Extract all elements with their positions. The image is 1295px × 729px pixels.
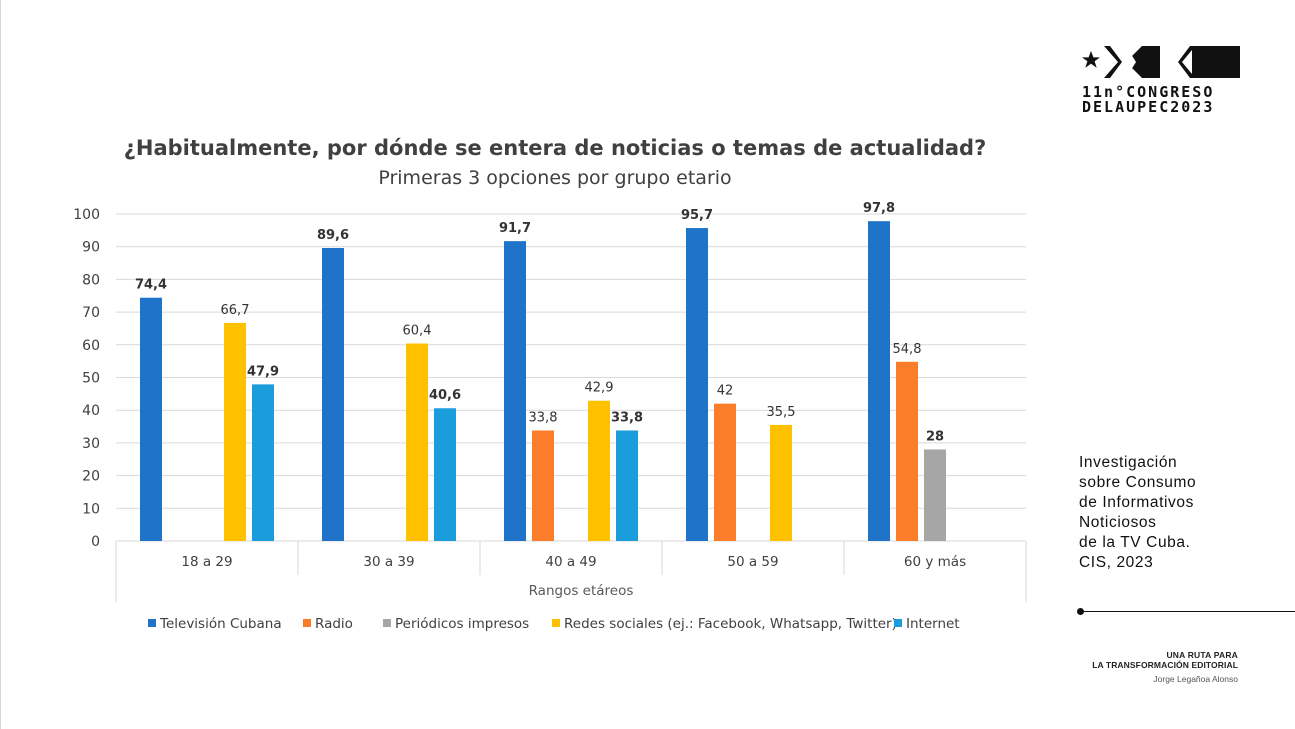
x-axis-title: Rangos etáreos	[529, 583, 634, 599]
page-left-border	[0, 0, 1, 729]
chart-title: ¿Habitualmente, por dónde se entera de n…	[123, 136, 987, 160]
y-tick-label: 100	[73, 207, 100, 223]
data-label: 33,8	[529, 410, 558, 425]
y-tick-label: 30	[82, 436, 100, 452]
data-label: 47,9	[247, 364, 279, 379]
x-tick-label: 18 a 29	[181, 554, 232, 570]
data-label: 91,7	[499, 221, 531, 236]
logo-text-line2: DELAUPEC2023	[1082, 98, 1215, 116]
data-label: 95,7	[681, 208, 713, 223]
legend-swatch	[148, 619, 156, 627]
divider-line	[1083, 611, 1295, 612]
data-label: 54,8	[893, 342, 922, 357]
legend-label: Internet	[906, 616, 960, 632]
x-tick-label: 40 a 49	[545, 554, 596, 570]
footer-author: Jorge Legañoa Alonso	[1153, 674, 1238, 684]
footer-line2: LA TRANSFORMACIÓN EDITORIAL	[1092, 660, 1238, 670]
legend-swatch	[383, 619, 391, 627]
bar	[406, 343, 428, 541]
y-tick-label: 40	[82, 403, 100, 419]
data-label: 40,6	[429, 388, 461, 403]
y-tick-label: 80	[82, 272, 100, 288]
bar	[616, 430, 638, 541]
study-note-line: Investigación	[1079, 454, 1178, 471]
x-tick-label: 60 y más	[904, 554, 966, 570]
bar	[714, 403, 736, 541]
study-note-line: de Informativos	[1079, 494, 1194, 511]
footer-line1: UNA RUTA PARA	[1166, 650, 1238, 660]
x-tick-label: 30 a 39	[363, 554, 414, 570]
logo-text-line1: 11n°CONGRESO	[1082, 83, 1215, 101]
x-tick-label: 50 a 59	[727, 554, 778, 570]
legend-label: Radio	[315, 616, 353, 632]
bar	[532, 430, 554, 541]
study-note: Investigación sobre Consumo de Informati…	[1079, 453, 1279, 573]
bar	[868, 221, 890, 541]
data-label: 42,9	[585, 381, 614, 396]
study-note-line: de la TV Cuba.	[1079, 534, 1191, 551]
legend-swatch	[894, 619, 902, 627]
y-tick-label: 10	[82, 501, 100, 517]
legend-label: Periódicos impresos	[395, 616, 529, 632]
data-label: 89,6	[317, 228, 349, 243]
bar	[224, 322, 246, 541]
bar	[770, 424, 792, 541]
y-tick-label: 50	[82, 371, 100, 387]
bar	[924, 449, 946, 541]
legend-swatch	[552, 619, 560, 627]
bar	[434, 408, 456, 541]
data-label: 60,4	[403, 323, 432, 338]
data-label: 66,7	[221, 303, 250, 318]
bar	[588, 400, 610, 541]
y-tick-label: 70	[82, 305, 100, 321]
legend-label: Televisión Cubana	[159, 616, 282, 632]
congress-logo-mark-icon	[1082, 46, 1240, 78]
data-label: 35,5	[767, 405, 796, 420]
congress-logo: 11n°CONGRESO DELAUPEC2023	[1082, 44, 1242, 115]
legend-label: Redes sociales (ej.: Facebook, Whatsapp,…	[564, 616, 897, 632]
study-note-line: CIS, 2023	[1079, 554, 1154, 571]
data-label: 28	[926, 429, 944, 444]
chart-subtitle: Primeras 3 opciones por grupo etario	[378, 167, 732, 189]
bar	[322, 248, 344, 541]
study-note-line: Noticiosos	[1079, 514, 1157, 531]
data-label: 97,8	[863, 201, 895, 216]
y-tick-label: 0	[91, 534, 100, 550]
y-tick-label: 90	[82, 240, 100, 256]
data-label: 74,4	[135, 278, 167, 293]
bar	[896, 361, 918, 541]
bar-chart: 0 10 20 30 40 50 60 70 80 90 100 74,4 66,7 47,9 18 a 2…	[73, 201, 1027, 632]
bar	[504, 241, 526, 541]
bar	[140, 297, 162, 541]
legend-swatch	[303, 619, 311, 627]
data-label: 33,8	[611, 410, 643, 425]
study-note-line: sobre Consumo	[1079, 474, 1197, 491]
bar	[252, 384, 274, 541]
data-label: 42	[717, 384, 734, 399]
divider-dot	[1077, 608, 1084, 615]
y-tick-label: 60	[82, 338, 100, 354]
y-tick-label: 20	[82, 469, 100, 485]
bar	[686, 228, 708, 541]
